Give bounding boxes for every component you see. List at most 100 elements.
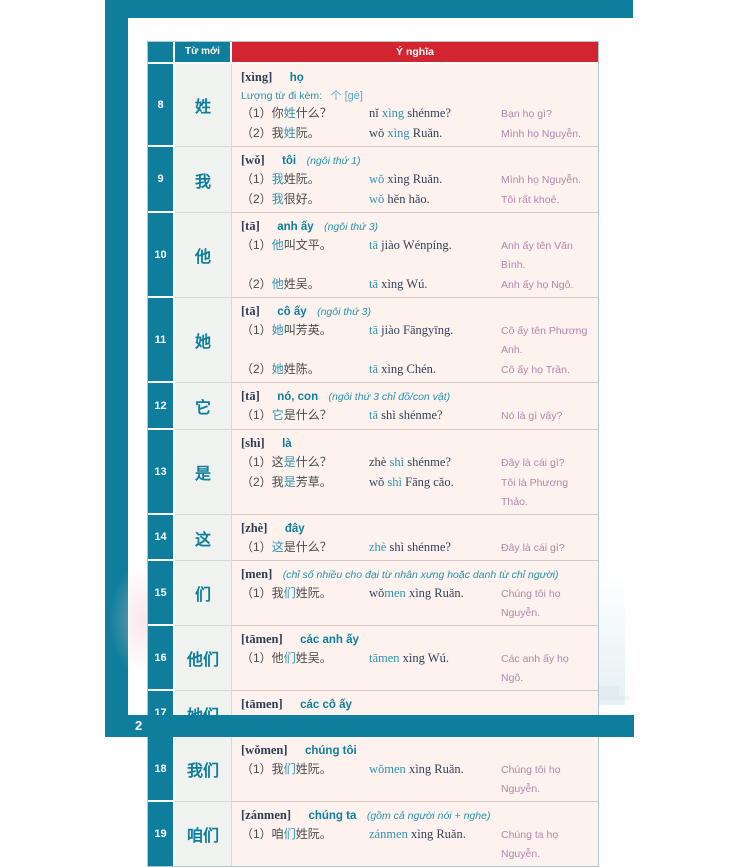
grammar-note: (gồm cả người nói + nghe) [366,810,491,822]
example-line: （1）我们姓阮。 wǒmen xìng Ruǎn. Chúng tôi họ N… [241,584,592,623]
chinese-word: 他 [194,249,211,266]
example-line: （1）我们姓阮。 wǒmen xìng Ruǎn. Chúng tôi họ N… [241,760,592,799]
row-number-cell: 9 [148,147,175,213]
chinese-word: 它 [194,400,211,417]
meaning-cell: [tā] nó, con (ngôi thứ 3 chỉ đồ/con vật)… [232,383,598,430]
frame-top-band [105,0,633,18]
chinese-word-cell: 他 [175,213,232,298]
example-line: （1）他们姓吴。 tāmen xìng Wú. Các anh ấy họ Ng… [241,649,592,688]
example-pinyin: tāmen xìng Wú. [369,651,449,665]
meaning-cell: [shì] là （1）这是什么？ zhè shì shénme? Đây là… [232,430,598,515]
example-chinese: （1）它是什么？ [241,408,332,422]
example-vietnamese: Nó là gì vậy? [501,410,563,422]
example-chinese: （2）他姓吴。 [241,277,320,291]
table-row: 16 他们 [tāmen] các anh ấy （1）他们姓吴。 tāmen … [148,626,598,691]
chinese-word-cell: 咱们 [175,802,232,866]
page-number: 2 [135,718,143,733]
example-line: （2）他姓吴。 tā xìng Wú. Anh ấy họ Ngô. [241,275,592,295]
chinese-word-cell: 我 [175,147,232,213]
pinyin-bracket: [tāmen] [241,697,283,711]
entry-headline: [tāmen] các cô ấy [241,695,592,714]
example-vietnamese: Tôi là Phương Thảo. [501,477,569,508]
pinyin-bracket: [tā] [241,219,260,233]
example-pinyin: zhè shì shénme? [369,540,451,554]
vietnamese-meaning: các cô ấy [300,699,352,711]
chinese-word: 她 [194,334,211,351]
row-number: 9 [157,173,164,185]
example-pinyin: zhè shì shénme? [369,455,451,469]
meaning-cell: [zánmen] chúng ta (gồm cả người nói + ng… [232,802,598,866]
example-pinyin: wǒ hěn hǎo. [369,192,430,206]
pinyin-bracket: [tā] [241,304,260,318]
vietnamese-meaning: cô ấy [277,306,307,318]
table-row: 18 我们 [wǒmen] chúng tôi （1）我们姓阮。 wǒmen x… [148,737,598,802]
example-line: （1）咱们姓阮。 zánmen xìng Ruǎn. Chúng ta họ N… [241,825,592,864]
example-line: （1）我姓阮。 wǒ xìng Ruǎn. Mình họ Nguyễn. [241,170,592,190]
example-vietnamese: Bạn họ gì? [501,108,552,120]
vietnamese-meaning: đây [284,523,305,535]
example-chinese: （2）我姓阮。 [241,126,320,140]
example-vietnamese: Chúng ta họ Nguyễn. [501,829,559,860]
example-line: （2）她姓陈。 tā xìng Chén. Cô ấy họ Trần. [241,360,592,380]
header-number-cell [148,42,175,62]
entry-headline: [tā] cô ấy (ngôi thứ 3) [241,302,592,321]
grammar-note: (ngôi thứ 3) [317,306,372,318]
chinese-word-cell: 这 [175,515,232,561]
example-vietnamese: Mình họ Nguyễn. [501,128,581,140]
row-number-cell: 19 [148,802,175,866]
row-number: 10 [154,248,167,261]
example-line: （1）这是什么？ zhè shì shénme? Đây là cái gì? [241,538,592,558]
vietnamese-meaning: họ [289,72,304,84]
grammar-note: (ngôi thứ 3 chỉ đồ/con vật) [328,391,451,403]
example-chinese: （1）这是什么？ [241,540,332,554]
meaning-cell: [men] (chỉ số nhiều cho đại từ nhân xưng… [232,561,598,626]
entry-headline: [men] (chỉ số nhiều cho đại từ nhân xưng… [241,565,592,584]
chinese-word-cell: 姓 [175,64,232,147]
frame-bottom-band: 2 [105,715,634,737]
meaning-cell: [wǒ] tôi (ngôi thứ 1) （1）我姓阮。 wǒ xìng Ru… [232,147,598,213]
header-word-column: Từ mới [175,42,232,62]
vietnamese-meaning: là [282,438,292,450]
chinese-word-cell: 我们 [175,737,232,802]
example-chinese: （2）我是芳草。 [241,475,332,489]
entry-headline: [shì] là [241,434,592,453]
example-pinyin: tā xìng Wú. [369,277,428,291]
vietnamese-meaning: nó, con [277,391,319,403]
table-header: Từ mới Ý nghĩa [148,42,598,64]
example-pinyin: wǒ xìng Ruǎn. [369,126,443,140]
table-row: 9 我 [wǒ] tôi (ngôi thứ 1) （1）我姓阮。 wǒ xìn… [148,147,598,213]
example-vietnamese: Tôi rất khoẻ. [501,194,560,206]
meaning-cell: [tāmen] các anh ấy （1）他们姓吴。 tāmen xìng W… [232,626,598,691]
example-chinese: （1）我姓阮。 [241,172,320,186]
example-vietnamese: Anh ấy tên Văn Bình. [501,240,573,271]
example-line: （2）我很好。 wǒ hěn hǎo. Tôi rất khoẻ. [241,190,592,210]
meaning-cell: [xìng] họ Lượng từ đi kèm: 个 [gè] （1）你姓什… [232,64,598,147]
example-line: （1）这是什么？ zhè shì shénme? Đây là cái gì? [241,453,592,473]
chinese-word-cell: 她 [175,298,232,383]
table-row: 12 它 [tā] nó, con (ngôi thứ 3 chỉ đồ/con… [148,383,598,430]
example-pinyin: wǒ shì Fāng cǎo. [369,475,454,489]
chinese-word: 这 [194,531,211,549]
grammar-note: (chỉ số nhiều cho đại từ nhân xưng hoặc … [282,569,559,581]
chinese-word: 我们 [186,763,219,780]
example-chinese: （1）咱们姓阮。 [241,827,332,841]
row-number: 15 [154,586,167,599]
example-line: （2）我姓阮。 wǒ xìng Ruǎn. Mình họ Nguyễn. [241,124,592,144]
vietnamese-meaning: các anh ấy [300,634,359,646]
chinese-word-cell: 是 [175,430,232,515]
row-number: 11 [154,333,167,346]
example-pinyin: tā jiào Fāngyīng. [369,323,454,337]
example-chinese: （1）他们姓吴。 [241,651,332,665]
pinyin-bracket: [shì] [241,436,265,450]
example-vietnamese: Anh ấy họ Ngô. [501,279,574,291]
meaning-cell: [tā] cô ấy (ngôi thứ 3) （1）她叫芳英。 tā jiào… [232,298,598,383]
example-line: （1）你姓什么？ nǐ xìng shénme? Bạn họ gì? [241,104,592,124]
row-number-cell: 18 [148,737,175,802]
entry-headline: [xìng] họ [241,68,592,87]
example-line: （1）她叫芳英。 tā jiào Fāngyīng. Cô ấy tên Phư… [241,321,592,360]
example-vietnamese: Chúng tôi họ Nguyễn. [501,764,561,795]
pinyin-bracket: [xìng] [241,70,273,84]
row-number-cell: 14 [148,515,175,561]
entry-headline: [zánmen] chúng ta (gồm cả người nói + ng… [241,806,592,825]
entry-headline: [wǒmen] chúng tôi [241,741,592,760]
